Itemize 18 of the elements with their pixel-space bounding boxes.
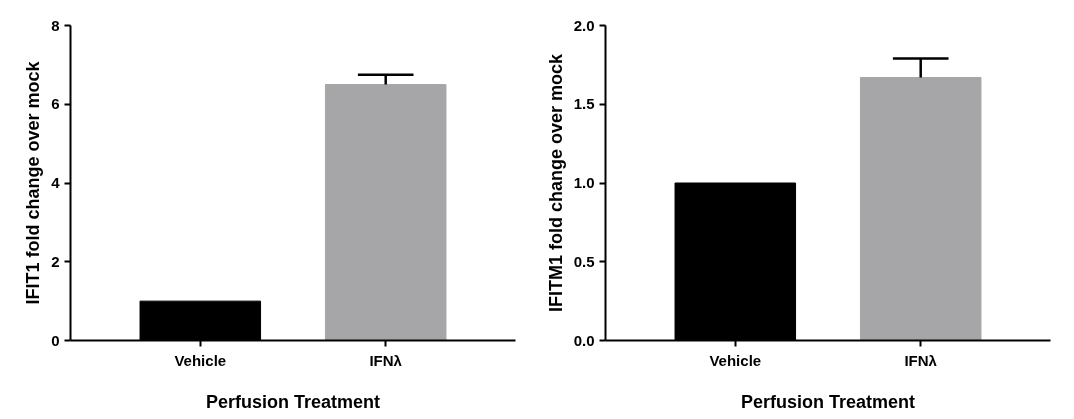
y-tick-label: 2 bbox=[51, 252, 60, 270]
x-axis-title: Perfusion Treatment bbox=[205, 391, 381, 412]
y-tick-label: 1.0 bbox=[573, 174, 595, 191]
x-tick-label: IFNλ bbox=[369, 351, 403, 369]
y-tick-label: 8 bbox=[51, 16, 60, 34]
x-tick-label: Vehicle bbox=[709, 351, 762, 369]
x-tick-label: IFNλ bbox=[904, 351, 938, 369]
y-tick-label: 2.0 bbox=[573, 16, 595, 34]
x-axis-title: Perfusion Treatment bbox=[740, 391, 916, 412]
y-tick-label: 0 bbox=[51, 331, 60, 349]
y-axis-title: IFIT1 fold change over mock bbox=[23, 60, 44, 305]
y-tick-label: 4 bbox=[51, 174, 61, 191]
y-axis-title: IFITM1 fold change over mock bbox=[545, 52, 566, 313]
y-tick-label: 6 bbox=[51, 95, 60, 113]
x-tick-label: Vehicle bbox=[174, 351, 227, 369]
y-tick-label: 0.0 bbox=[573, 331, 595, 349]
y-tick-label: 1.5 bbox=[573, 95, 595, 113]
y-tick-label: 0.5 bbox=[573, 252, 595, 270]
